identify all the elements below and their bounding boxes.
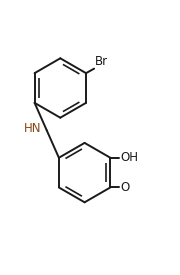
Text: HN: HN: [24, 122, 41, 135]
Text: OH: OH: [120, 151, 138, 164]
Text: Br: Br: [95, 55, 108, 68]
Text: O: O: [120, 181, 129, 194]
